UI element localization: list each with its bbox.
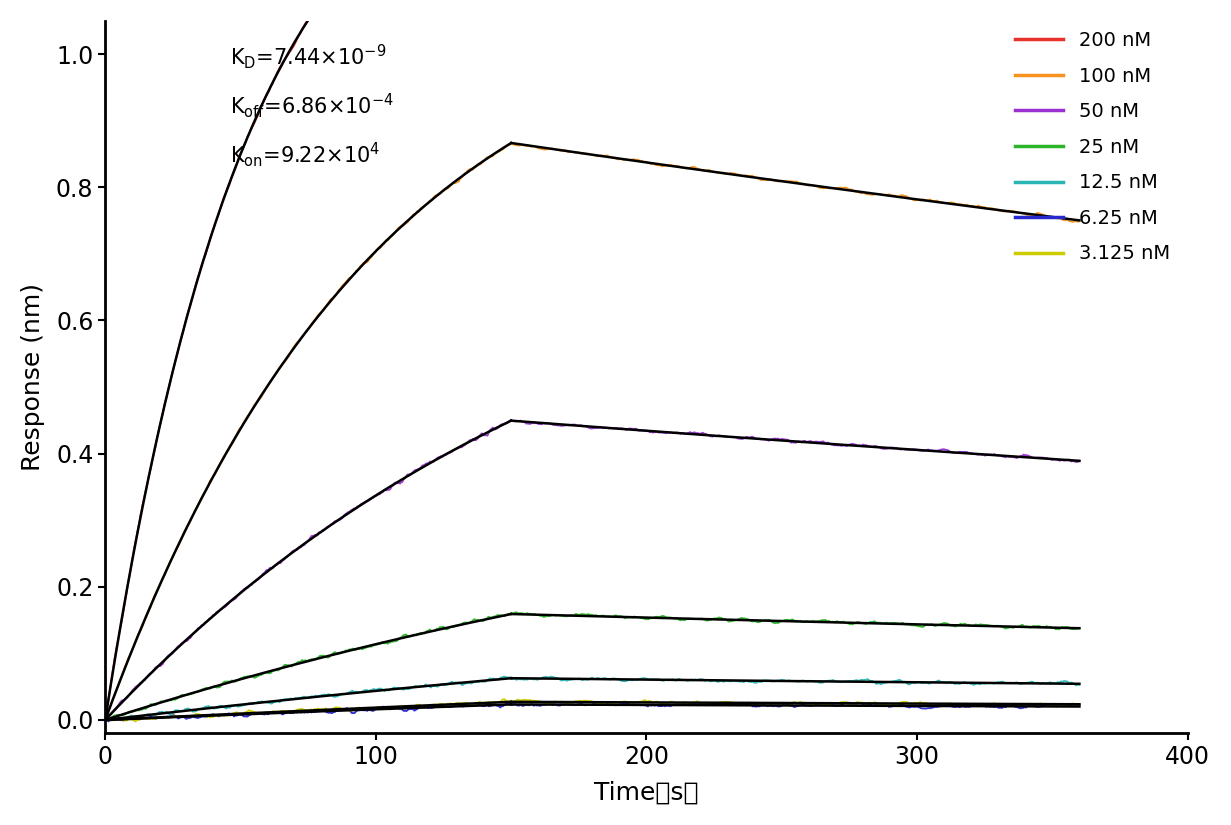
Y-axis label: Response (nm): Response (nm) [21, 283, 44, 471]
Text: K$_\mathregular{D}$=7.44×10$^{-9}$
K$_\mathregular{off}$=6.86×10$^{-4}$
K$_\math: K$_\mathregular{D}$=7.44×10$^{-9}$ K$_\m… [230, 42, 394, 169]
X-axis label: Time（s）: Time（s） [595, 780, 699, 804]
Legend: 200 nM, 100 nM, 50 nM, 25 nM, 12.5 nM, 6.25 nM, 3.125 nM: 200 nM, 100 nM, 50 nM, 25 nM, 12.5 nM, 6… [1007, 23, 1178, 271]
